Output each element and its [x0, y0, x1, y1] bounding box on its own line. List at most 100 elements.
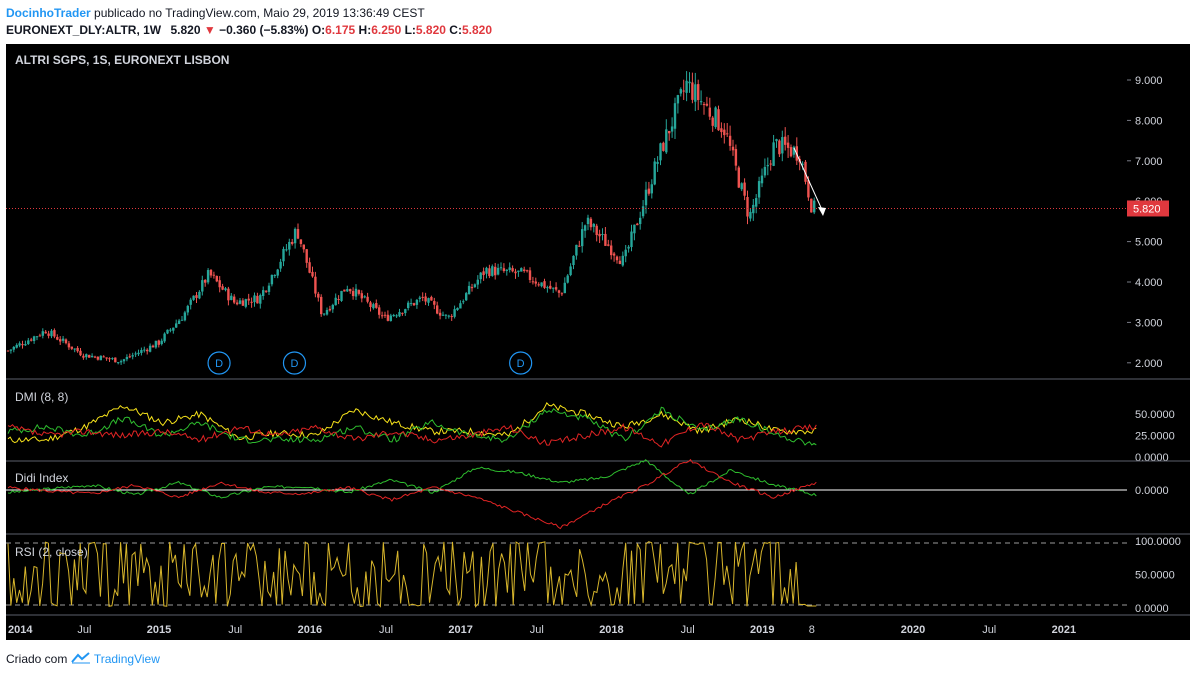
- candle-body: [731, 146, 735, 151]
- candle-body: [737, 167, 740, 188]
- candle-body: [517, 270, 520, 272]
- x-axis-tick-label: 2020: [901, 624, 925, 636]
- candle-body: [293, 228, 297, 244]
- candle-body: [114, 357, 117, 363]
- candle-body: [82, 355, 85, 358]
- candle-body: [343, 289, 346, 292]
- y-axis-tick-label: 8.000: [1135, 115, 1163, 127]
- tradingview-logo-icon[interactable]: [70, 652, 94, 666]
- candle-body: [125, 357, 129, 360]
- rsi-line: [7, 541, 817, 608]
- candle-body: [38, 335, 42, 337]
- candle-body: [523, 269, 526, 271]
- candle-body: [630, 231, 633, 248]
- candle-body: [122, 359, 126, 362]
- candle-body: [705, 103, 709, 106]
- price-axis[interactable]: 2.0003.0004.0005.0006.0007.0008.0009.000…: [1127, 44, 1190, 640]
- candle-body: [44, 331, 47, 334]
- candle-body: [105, 357, 108, 359]
- candle-body: [117, 362, 120, 364]
- candle-body: [813, 200, 816, 213]
- dividend-marker[interactable]: D: [207, 351, 231, 375]
- chart-area[interactable]: D D D ALTRI SGPS, 1S, EURONEXT LISBON DMI …: [6, 44, 1127, 640]
- candle-body: [676, 95, 680, 104]
- close-value: 5.820: [461, 23, 492, 37]
- last-price-badge: [1127, 200, 1169, 217]
- candle-body: [224, 288, 227, 291]
- candle-body: [395, 315, 398, 317]
- y-axis-tick-label: 2.000: [1135, 358, 1163, 370]
- candle-body: [30, 339, 33, 341]
- candle-body: [598, 233, 601, 237]
- author-link[interactable]: DocinhoTrader: [6, 6, 91, 20]
- candle-body: [378, 307, 381, 315]
- candle-body: [482, 271, 485, 276]
- candle-body: [247, 298, 250, 301]
- candle-body: [375, 303, 378, 308]
- candle-body: [267, 285, 271, 292]
- candle-body: [575, 244, 578, 256]
- candle-body: [494, 266, 497, 276]
- candle-body: [714, 107, 717, 128]
- candle-body: [697, 84, 700, 101]
- candle-body: [415, 299, 419, 305]
- candle-body: [412, 303, 416, 306]
- candle-body: [505, 269, 508, 271]
- trend-arrow-drawing[interactable]: [793, 147, 826, 216]
- candle-body: [772, 142, 775, 166]
- x-axis-tick-label: 2014: [8, 624, 33, 636]
- candle-body: [627, 246, 630, 249]
- dmi-plus-di-line: [7, 406, 817, 446]
- candle-body: [740, 183, 743, 190]
- candle-body: [694, 84, 697, 102]
- candle-body: [24, 344, 27, 346]
- chart-canvas[interactable]: D D D ALTRI SGPS, 1S, EURONEXT LISBON DMI …: [6, 44, 1127, 640]
- candle-body: [581, 229, 584, 247]
- candle-body: [688, 81, 691, 84]
- candle-body: [88, 354, 91, 358]
- candle-body: [146, 349, 149, 352]
- candle-body: [151, 345, 155, 348]
- candle-body: [441, 314, 445, 316]
- candle-body: [752, 204, 755, 214]
- candle-body: [279, 261, 282, 269]
- candle-body: [163, 333, 166, 342]
- rsi-axis-tick-label: 50.0000: [1135, 570, 1175, 582]
- publish-line: DocinhoTrader publicado no TradingView.c…: [6, 6, 425, 20]
- candle-body: [595, 225, 598, 236]
- candle-body: [166, 329, 169, 334]
- candle-body: [238, 300, 242, 304]
- candle-body: [407, 302, 410, 309]
- candle-body: [711, 117, 714, 126]
- candle-body: [392, 314, 395, 317]
- candle-body: [728, 135, 732, 146]
- candle-body: [398, 312, 401, 317]
- dividend-marker[interactable]: D: [509, 351, 533, 375]
- candle-body: [282, 248, 285, 262]
- candle-body: [456, 307, 459, 311]
- candle-body: [93, 356, 97, 358]
- candle-body: [296, 229, 300, 239]
- price-axis-canvas[interactable]: 2.0003.0004.0005.0006.0007.0008.0009.000…: [1127, 44, 1190, 640]
- candle-body: [717, 109, 720, 131]
- tradingview-link[interactable]: TradingView: [93, 652, 160, 666]
- candle-body: [801, 163, 804, 165]
- candle-body: [15, 344, 18, 348]
- dmi-axis-tick-label: 50.0000: [1135, 409, 1175, 421]
- dividend-marker[interactable]: D: [282, 351, 307, 375]
- candle-body: [720, 128, 723, 133]
- candle-body: [218, 280, 221, 288]
- candle-body: [656, 161, 659, 164]
- candle-body: [554, 287, 558, 290]
- candle-body: [691, 82, 694, 100]
- candle-body: [270, 274, 274, 285]
- candle-body: [59, 339, 62, 342]
- chart-header: DocinhoTrader publicado no TradingView.c…: [6, 4, 1192, 44]
- candle-body: [195, 295, 198, 298]
- symbol-name[interactable]: EURONEXT_DLY:ALTR, 1W: [6, 23, 162, 37]
- candle-body: [723, 129, 726, 136]
- candle-body: [308, 262, 311, 273]
- x-axis-tick-label: Jul: [379, 624, 393, 636]
- candle-body: [383, 314, 387, 316]
- candle-body: [192, 295, 195, 300]
